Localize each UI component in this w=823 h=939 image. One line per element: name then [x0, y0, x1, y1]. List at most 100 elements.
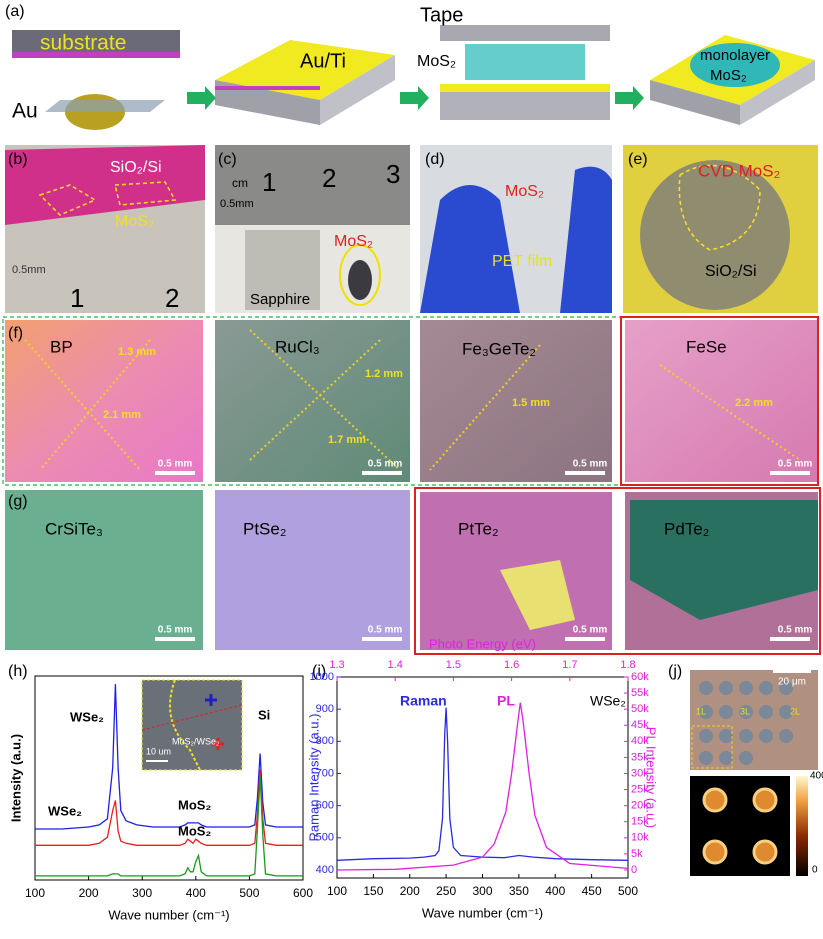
maps	[690, 670, 818, 876]
peak-label: Raman	[400, 693, 447, 709]
label: 1	[70, 283, 84, 313]
plot-frame	[336, 676, 629, 879]
y-tick-label: 400	[316, 864, 334, 876]
y2-axis-label: PL Intensity (a.u.)	[644, 727, 659, 828]
label: 3	[386, 159, 400, 189]
x-tick-label: 350	[509, 884, 529, 898]
inset-label: 10 um	[146, 746, 171, 756]
plot-frame	[34, 675, 304, 881]
x-tick-label: 400	[545, 884, 565, 898]
dimension: 1.2 mm	[365, 368, 403, 380]
schematic	[12, 25, 815, 130]
colorbar-label: 4000	[810, 771, 823, 782]
micrographs	[2, 316, 821, 655]
label: Sapphire	[250, 291, 310, 308]
peak-label: MoS₂	[178, 797, 211, 812]
scale-bar-label: 0.5 mm	[368, 625, 403, 636]
dimension: 2.2 mm	[735, 397, 773, 409]
panel-label: (b)	[8, 151, 28, 168]
x-tick-label: 100	[25, 886, 45, 900]
material: CrSiTe₃	[45, 519, 103, 538]
label: PET film	[492, 253, 552, 270]
scale-bar-label: 0.5 mm	[158, 625, 193, 636]
y2-tick-label: 30k	[631, 767, 649, 779]
marker	[205, 694, 217, 706]
x-tick-label: 500	[239, 886, 259, 900]
x2-tick-label: 1.4	[388, 659, 403, 671]
layer-label: 2L	[790, 706, 800, 716]
label: substrate	[40, 32, 126, 55]
peak-label: Si	[258, 707, 270, 722]
layer-label: 1L	[696, 706, 706, 716]
panel-label: (j)	[668, 663, 682, 680]
panel-label: (a)	[5, 3, 25, 20]
x-axis-label: Wave number (cm⁻¹)	[422, 905, 543, 920]
label: MoS₂	[334, 233, 373, 250]
label: SiO₂/Si	[110, 159, 162, 176]
material: RuCl₃	[275, 337, 320, 356]
label: MoS₂	[710, 67, 747, 84]
panel-label: (h)	[8, 663, 28, 680]
label: Au/Ti	[300, 50, 346, 72]
dimension: 1.5 mm	[512, 397, 550, 409]
x2-tick-label: 1.7	[562, 659, 577, 671]
inset	[141, 679, 243, 771]
series-line	[336, 702, 629, 871]
y2-tick-label: 50k	[631, 703, 649, 715]
x-tick-label: 300	[132, 886, 152, 900]
y2-tick-label: 25k	[631, 783, 649, 795]
label: 20 μm	[778, 677, 806, 688]
layer-label: 3L	[740, 706, 750, 716]
panel-label: (i)	[312, 663, 326, 680]
peak-label: WSe₂	[70, 709, 104, 724]
y-tick-label: 500	[316, 832, 334, 844]
dimension: 2.1 mm	[103, 409, 141, 421]
x2-tick-label: 1.3	[329, 659, 344, 671]
material: PtTe₂	[458, 519, 499, 538]
y-axis-label: Intensity (a.u.)	[8, 734, 23, 822]
label: 2	[165, 283, 179, 313]
panel-label: (e)	[628, 151, 648, 168]
colorbar-label: 0	[812, 865, 818, 876]
y2-tick-label: 35k	[631, 751, 649, 763]
x2-tick-label: 1.5	[446, 659, 461, 671]
y2-tick-label: 15k	[631, 816, 649, 828]
label: Au	[12, 100, 38, 123]
panel-label: (d)	[425, 151, 445, 168]
inset-boundary	[169, 679, 201, 771]
x-tick-label: 400	[186, 886, 206, 900]
x2-tick-label: 1.6	[504, 659, 519, 671]
material: PdTe₂	[664, 519, 709, 538]
y-tick-label: 700	[316, 767, 334, 779]
material: BP	[50, 337, 73, 356]
label: MoS₂	[417, 53, 456, 70]
material: PtSe₂	[243, 519, 286, 538]
scale-bar-label: 0.5 mm	[158, 459, 193, 470]
dimension: 1.7 mm	[328, 434, 366, 446]
peak-label: WSe₂	[590, 693, 626, 709]
y2-tick-label: 45k	[631, 719, 649, 731]
inset-line	[141, 704, 243, 731]
x-tick-label: 100	[327, 884, 347, 898]
x-tick-label: 500	[618, 884, 638, 898]
label: 0.5mm	[220, 198, 254, 210]
material: FeSe	[686, 337, 727, 356]
x2-tick-label: 1.8	[620, 659, 635, 671]
x-tick-label: 150	[363, 884, 383, 898]
y2-tick-label: 20k	[631, 800, 649, 812]
x-tick-label: 600	[293, 886, 313, 900]
y2-tick-label: 40k	[631, 735, 649, 747]
label: SiO₂/Si	[705, 263, 757, 280]
inset-label: MoS₂/WSe₂	[172, 736, 220, 746]
label: MoS₂	[115, 213, 154, 230]
panel-label: (g)	[8, 493, 28, 510]
y-tick-label: 900	[316, 703, 334, 715]
photos	[5, 145, 818, 313]
peak-label: PL	[497, 693, 515, 709]
marker	[212, 738, 224, 750]
inset-scale-bar	[146, 760, 168, 762]
material: Fe₃GeTe₂	[462, 339, 536, 358]
series-line	[35, 775, 303, 877]
